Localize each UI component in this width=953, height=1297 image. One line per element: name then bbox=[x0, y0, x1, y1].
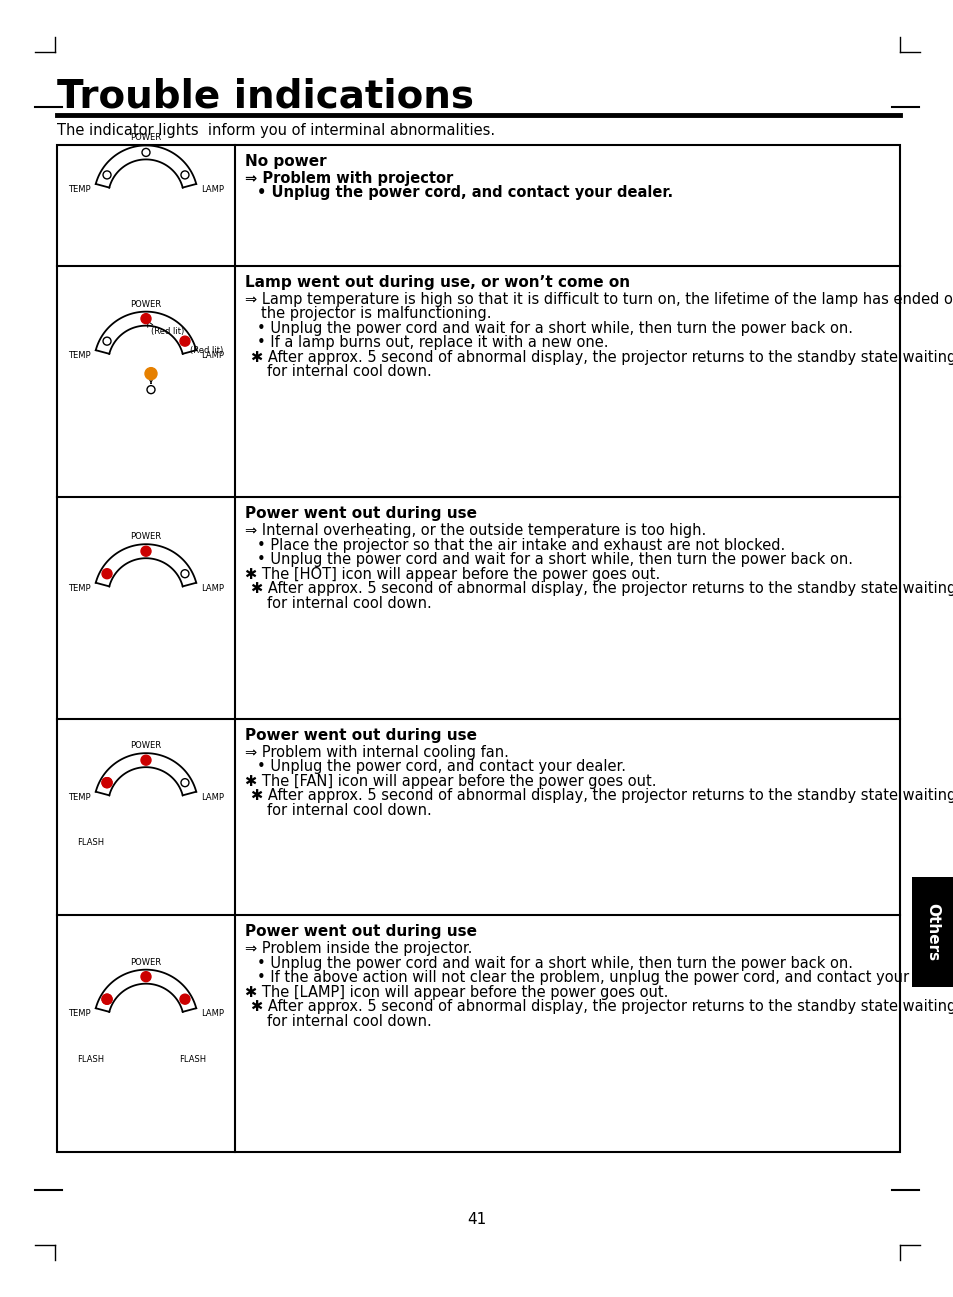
Text: LAMP: LAMP bbox=[201, 351, 224, 361]
Text: • Unplug the power cord and wait for a short while, then turn the power back on.: • Unplug the power cord and wait for a s… bbox=[256, 956, 852, 971]
Circle shape bbox=[141, 755, 151, 765]
Circle shape bbox=[102, 995, 112, 1004]
Bar bbox=[911, 877, 953, 987]
Text: TEMP: TEMP bbox=[69, 351, 91, 361]
Text: ✱ The [FAN] icon will appear before the power goes out.: ✱ The [FAN] icon will appear before the … bbox=[245, 774, 656, 789]
Text: • Place the projector so that the air intake and exhaust are not blocked.: • Place the projector so that the air in… bbox=[256, 538, 784, 553]
Text: for internal cool down.: for internal cool down. bbox=[267, 1014, 432, 1029]
Text: POWER: POWER bbox=[131, 957, 161, 966]
Circle shape bbox=[181, 995, 189, 1003]
Text: ⇒ Problem with projector: ⇒ Problem with projector bbox=[245, 171, 453, 185]
Text: ✱ After approx. 5 second of abnormal display, the projector returns to the stand: ✱ After approx. 5 second of abnormal dis… bbox=[251, 581, 953, 597]
Circle shape bbox=[180, 336, 190, 346]
Text: • Unplug the power cord, and contact your dealer.: • Unplug the power cord, and contact you… bbox=[256, 760, 625, 774]
Text: Power went out during use: Power went out during use bbox=[245, 728, 476, 743]
Circle shape bbox=[141, 971, 151, 982]
Text: ✱ After approx. 5 second of abnormal display, the projector returns to the stand: ✱ After approx. 5 second of abnormal dis… bbox=[251, 1000, 953, 1014]
Circle shape bbox=[147, 385, 154, 394]
Circle shape bbox=[102, 568, 112, 578]
Text: FLASH: FLASH bbox=[179, 1054, 207, 1064]
Text: LAMP: LAMP bbox=[201, 1009, 224, 1018]
Text: POWER: POWER bbox=[131, 741, 161, 750]
Text: ⇒ Lamp temperature is high so that it is difficult to turn on, the lifetime of t: ⇒ Lamp temperature is high so that it is… bbox=[245, 292, 953, 307]
Text: ⇒ Internal overheating, or the outside temperature is too high.: ⇒ Internal overheating, or the outside t… bbox=[245, 524, 705, 538]
Text: • If the above action will not clear the problem, unplug the power cord, and con: • If the above action will not clear the… bbox=[256, 970, 953, 986]
Circle shape bbox=[102, 778, 112, 787]
Circle shape bbox=[181, 171, 189, 179]
Text: FLASH: FLASH bbox=[77, 1054, 105, 1064]
Text: Power went out during use: Power went out during use bbox=[245, 506, 476, 521]
Circle shape bbox=[141, 314, 151, 324]
Text: Power went out during use: Power went out during use bbox=[245, 925, 476, 939]
Circle shape bbox=[181, 569, 189, 577]
Text: TEMP: TEMP bbox=[69, 584, 91, 593]
Text: POWER: POWER bbox=[131, 134, 161, 143]
Text: ⇒ Problem with internal cooling fan.: ⇒ Problem with internal cooling fan. bbox=[245, 744, 508, 760]
Circle shape bbox=[180, 995, 190, 1004]
Circle shape bbox=[103, 337, 111, 345]
Text: • Unplug the power cord and wait for a short while, then turn the power back on.: • Unplug the power cord and wait for a s… bbox=[256, 553, 852, 568]
Text: POWER: POWER bbox=[131, 532, 161, 541]
Text: TEMP: TEMP bbox=[69, 792, 91, 802]
Circle shape bbox=[103, 171, 111, 179]
Text: Others: Others bbox=[924, 903, 940, 961]
Text: FLASH: FLASH bbox=[77, 838, 105, 847]
Text: (Red lit): (Red lit) bbox=[151, 327, 184, 336]
Text: for internal cool down.: for internal cool down. bbox=[267, 803, 432, 818]
Text: LAMP: LAMP bbox=[201, 792, 224, 802]
Text: LAMP: LAMP bbox=[201, 185, 224, 195]
Circle shape bbox=[141, 546, 151, 556]
Circle shape bbox=[142, 148, 150, 157]
Text: the projector is malfunctioning.: the projector is malfunctioning. bbox=[261, 306, 491, 322]
Circle shape bbox=[145, 367, 157, 380]
Text: 41: 41 bbox=[467, 1211, 486, 1227]
Text: for internal cool down.: for internal cool down. bbox=[267, 595, 432, 611]
Text: ✱ After approx. 5 second of abnormal display, the projector returns to the stand: ✱ After approx. 5 second of abnormal dis… bbox=[251, 350, 953, 364]
Text: • Unplug the power cord, and contact your dealer.: • Unplug the power cord, and contact you… bbox=[256, 185, 673, 201]
Text: No power: No power bbox=[245, 154, 326, 169]
Circle shape bbox=[181, 778, 189, 787]
Text: ✱ After approx. 5 second of abnormal display, the projector returns to the stand: ✱ After approx. 5 second of abnormal dis… bbox=[251, 789, 953, 803]
Text: for internal cool down.: for internal cool down. bbox=[267, 364, 432, 379]
Text: ✱ The [LAMP] icon will appear before the power goes out.: ✱ The [LAMP] icon will appear before the… bbox=[245, 984, 668, 1000]
Text: The indicator lights  inform you of interminal abnormalities.: The indicator lights inform you of inter… bbox=[57, 123, 495, 137]
Text: TEMP: TEMP bbox=[69, 1009, 91, 1018]
Text: • Unplug the power cord and wait for a short while, then turn the power back on.: • Unplug the power cord and wait for a s… bbox=[256, 320, 852, 336]
Bar bbox=[57, 145, 899, 1152]
Text: Trouble indications: Trouble indications bbox=[57, 77, 474, 115]
Text: POWER: POWER bbox=[131, 300, 161, 309]
Text: ✱ The [HOT] icon will appear before the power goes out.: ✱ The [HOT] icon will appear before the … bbox=[245, 567, 659, 582]
Text: (Red lit): (Red lit) bbox=[190, 346, 223, 355]
Text: TEMP: TEMP bbox=[69, 185, 91, 195]
Text: • If a lamp burns out, replace it with a new one.: • If a lamp burns out, replace it with a… bbox=[256, 336, 608, 350]
Text: LAMP: LAMP bbox=[201, 584, 224, 593]
Circle shape bbox=[102, 778, 112, 787]
Text: ⇒ Problem inside the projector.: ⇒ Problem inside the projector. bbox=[245, 942, 472, 956]
Circle shape bbox=[102, 995, 112, 1004]
Text: Lamp went out during use, or won’t come on: Lamp went out during use, or won’t come … bbox=[245, 275, 630, 289]
